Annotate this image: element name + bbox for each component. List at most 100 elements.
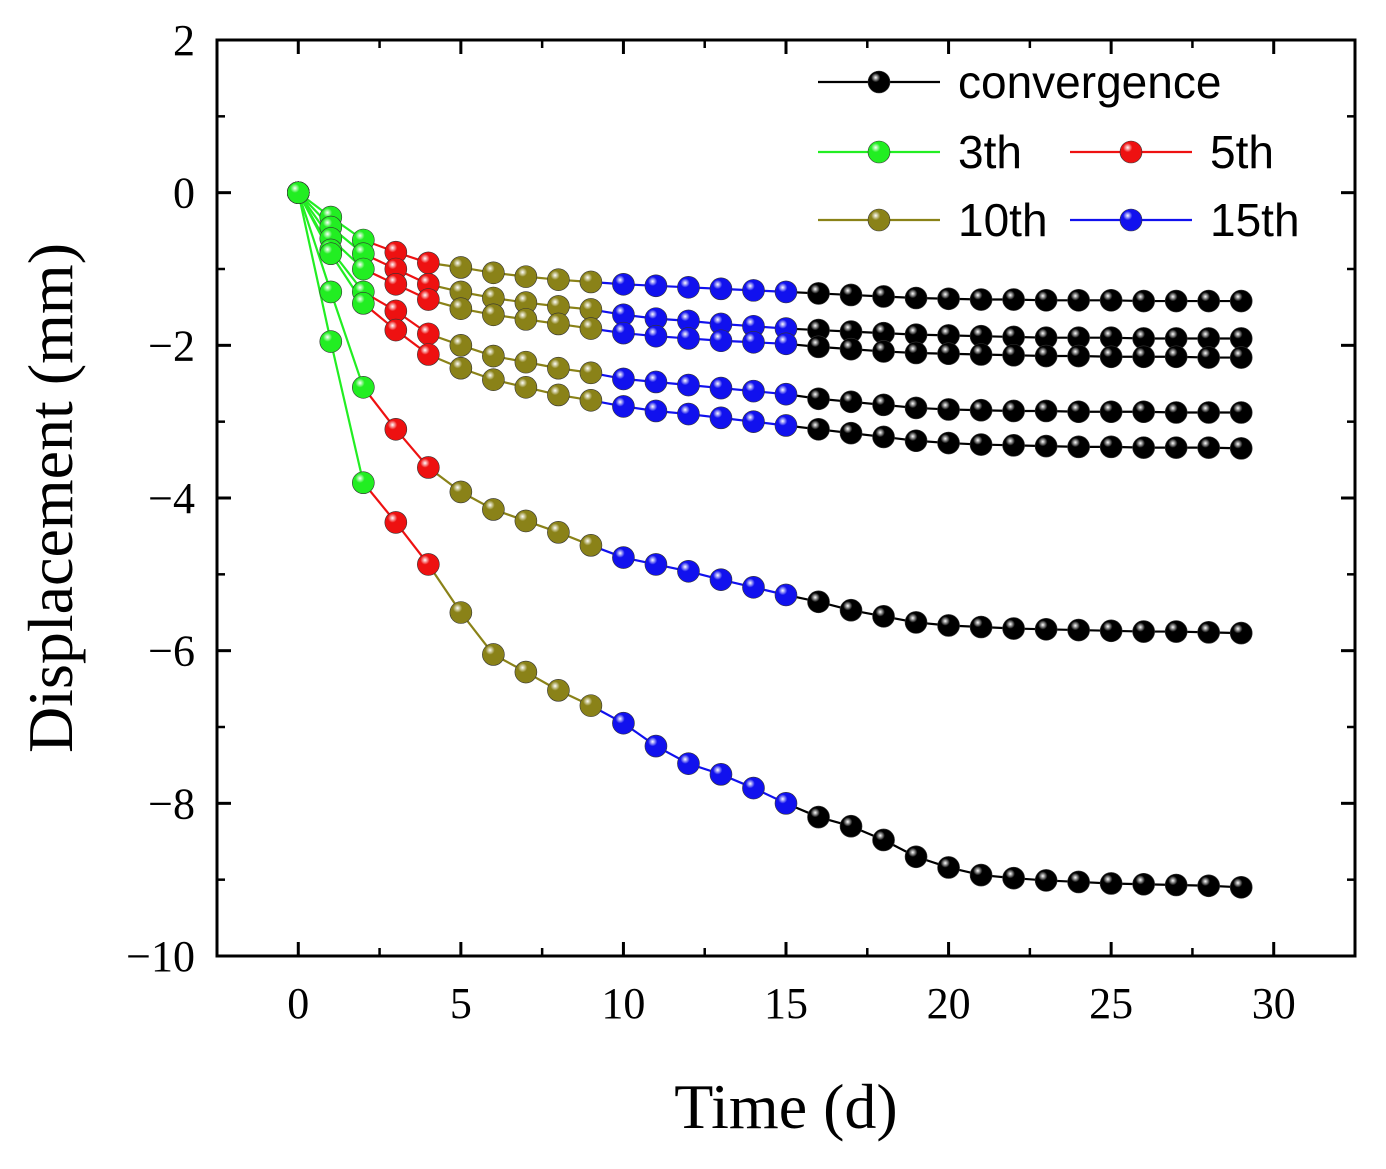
axes: 0 5 10 15 20 25 30 −10 −8 −6 −4 −2 0 2 — [126, 16, 1355, 1028]
data-point — [644, 734, 668, 758]
data-point — [1132, 620, 1155, 643]
x-tick-label: 25 — [1089, 979, 1133, 1028]
data-point — [872, 285, 895, 308]
data-point — [1002, 288, 1025, 311]
data-point — [1034, 399, 1058, 423]
series-curve-7 — [297, 192, 1242, 889]
plot-frame — [215, 38, 1357, 958]
data-point — [286, 181, 310, 204]
segment-curve-7-0 — [297, 192, 332, 342]
data-point — [1229, 875, 1253, 899]
data-point — [839, 337, 863, 361]
data-point — [677, 373, 700, 397]
data-point — [449, 480, 473, 504]
data-point — [807, 335, 830, 359]
data-point — [384, 511, 408, 534]
data-point — [839, 598, 863, 622]
legend-marker — [867, 70, 891, 94]
data-point — [1034, 434, 1058, 458]
legend-entry-5th: 5th — [1070, 126, 1274, 178]
data-point — [482, 261, 505, 285]
data-point — [514, 265, 538, 288]
y-tick-label: −6 — [148, 627, 195, 676]
data-point — [612, 711, 635, 735]
series-lines — [297, 191, 1242, 889]
data-point — [1067, 618, 1090, 642]
data-point — [904, 429, 928, 453]
data-point — [872, 340, 895, 363]
data-point — [1002, 434, 1025, 457]
data-point — [417, 456, 440, 479]
data-point — [1164, 345, 1188, 369]
data-point — [1229, 289, 1253, 313]
x-tick-label: 5 — [450, 979, 472, 1028]
data-point — [677, 559, 700, 583]
data-point — [872, 605, 895, 628]
data-point — [937, 342, 960, 366]
legend-marker — [1119, 140, 1143, 164]
data-point — [579, 361, 603, 385]
data-point — [319, 242, 343, 266]
data-point — [1229, 327, 1253, 350]
segment-curve-7-1 — [329, 341, 365, 483]
data-point — [1002, 343, 1025, 367]
legend-marker — [867, 140, 891, 164]
points-curve-7 — [286, 181, 1253, 899]
data-point — [709, 376, 733, 400]
data-point — [709, 406, 733, 430]
legend-label: 15th — [1210, 194, 1300, 246]
legend: convergence 3th 5th 10th 15th — [818, 56, 1300, 246]
data-point — [579, 534, 603, 557]
data-point — [677, 402, 700, 426]
legend-entry-15th: 15th — [1070, 194, 1300, 246]
data-point — [969, 343, 993, 366]
data-point — [547, 679, 570, 702]
data-point — [579, 694, 603, 717]
data-point — [677, 752, 700, 775]
data-point — [969, 398, 993, 422]
data-point — [1229, 401, 1253, 424]
data-point — [904, 611, 928, 634]
series-curve-1 — [297, 191, 1242, 303]
data-point — [579, 298, 603, 321]
data-point — [872, 828, 895, 852]
x-tick-label: 15 — [764, 979, 808, 1028]
data-point — [1132, 400, 1155, 424]
data-point — [612, 321, 635, 345]
data-point — [1229, 437, 1253, 460]
data-point — [319, 330, 343, 353]
data-point — [774, 583, 798, 607]
data-point — [384, 417, 408, 441]
data-point — [774, 332, 798, 356]
data-point — [1002, 617, 1025, 640]
data-point — [644, 399, 668, 423]
data-point — [1164, 436, 1188, 459]
x-tick-label: 30 — [1252, 979, 1296, 1028]
data-point — [1067, 344, 1090, 368]
data-point — [774, 280, 798, 304]
data-point — [1067, 870, 1090, 894]
data-point — [1197, 327, 1220, 350]
data-point — [1132, 872, 1155, 896]
series-curve-6 — [297, 192, 1242, 635]
data-point — [514, 509, 538, 533]
y-axis-title: Displacement (mm) — [15, 243, 86, 753]
data-point — [482, 498, 505, 521]
data-point — [969, 288, 993, 311]
data-point — [547, 312, 570, 336]
data-point — [1067, 288, 1090, 312]
x-tick-label: 20 — [927, 979, 971, 1028]
data-point — [514, 660, 538, 684]
data-point — [1034, 869, 1058, 892]
data-point — [1197, 874, 1220, 898]
y-tick-label: −4 — [148, 474, 195, 523]
data-point — [449, 297, 473, 320]
data-point — [742, 330, 765, 354]
data-point — [1229, 621, 1253, 645]
data-point — [709, 329, 733, 353]
data-point — [417, 288, 440, 311]
data-point — [709, 763, 733, 786]
data-point — [872, 393, 895, 417]
series-curve-3 — [297, 192, 1242, 359]
